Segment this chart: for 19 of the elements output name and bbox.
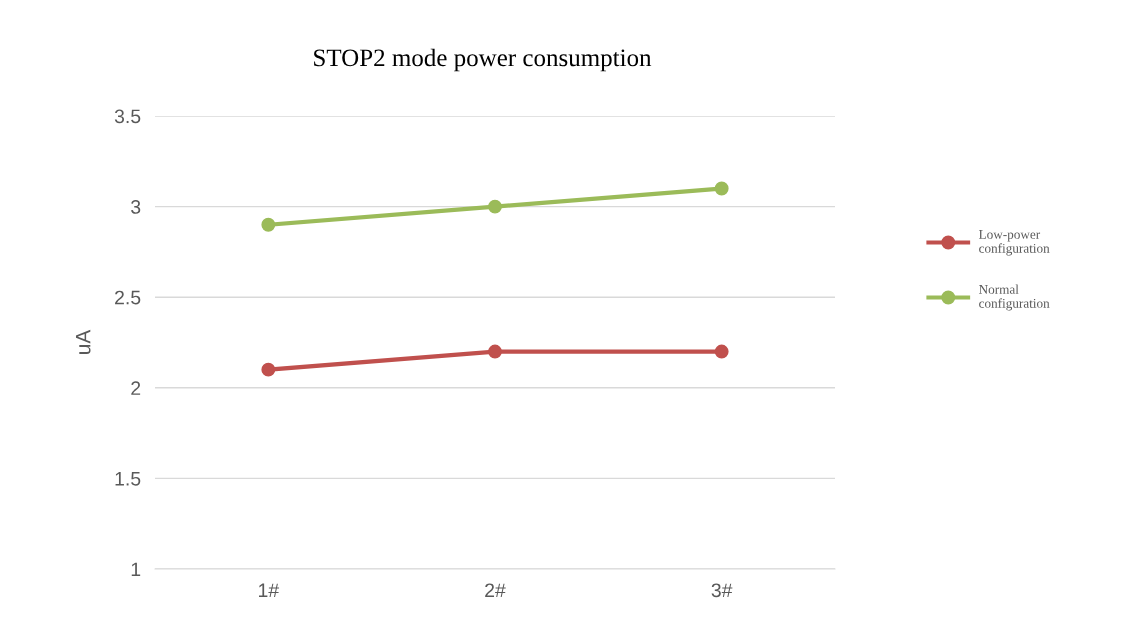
y-tick-label: 2 (131, 381, 141, 395)
chart-title: STOP2 mode power consumption (314, 48, 652, 72)
point (714, 181, 729, 196)
y-tick-label: 2.5 (115, 290, 141, 305)
y-tick-label: 3.5 (114, 109, 141, 124)
point (714, 344, 729, 359)
legend-label: Low-power configuration (978, 230, 1050, 256)
y-axis-title: uA (75, 329, 91, 354)
point (488, 344, 502, 359)
point (488, 199, 502, 214)
y-tick-label: 1 (131, 562, 141, 577)
x-tick-label: 2# (485, 583, 506, 597)
y-tick-label: 1.5 (115, 472, 141, 486)
x-tick-label: 3# (711, 583, 733, 598)
y-tick-label: 3 (131, 200, 141, 214)
legend-label: Normal configuration (978, 284, 1050, 311)
point (261, 362, 276, 377)
point (261, 217, 276, 232)
x-tick-label: 1# (259, 583, 280, 597)
